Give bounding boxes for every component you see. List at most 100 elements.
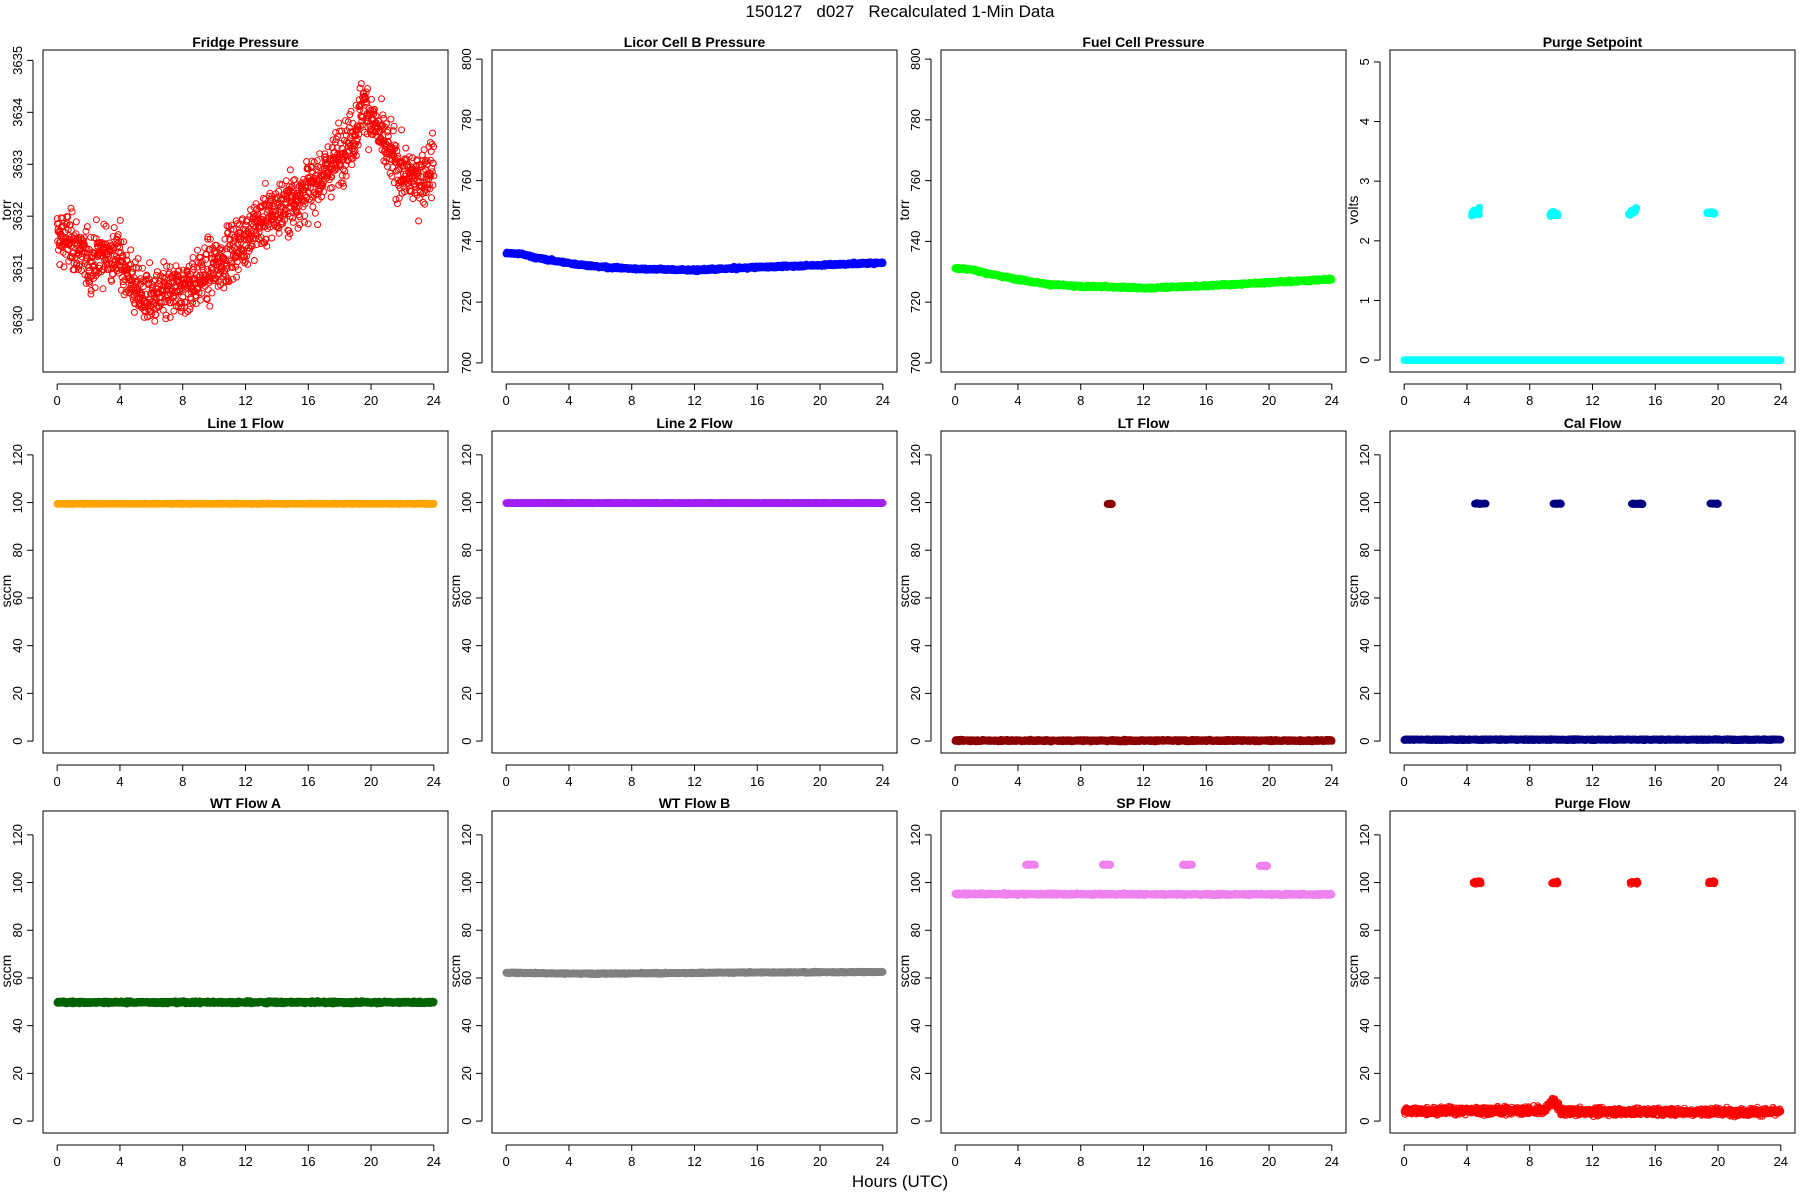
panel-0-series-0-point [354, 123, 362, 131]
panel-0-series-0-point [102, 222, 110, 230]
panel-1-x-tick-label-1: 4 [565, 393, 572, 408]
panel-0-series-0-point [177, 307, 185, 315]
panel-2-y-tick-label-3: 760 [908, 170, 923, 192]
panel-0-title: Fridge Pressure [192, 34, 299, 50]
panel-0-series-0-point [399, 162, 407, 170]
panel-0-series-0-point [95, 264, 103, 272]
page-title: 150127 d027 Recalculated 1-Min Data [745, 2, 1055, 21]
panel-0-series-0-point [368, 95, 375, 103]
panel-0-series-0-point [133, 279, 140, 286]
panel-2-x-tick-label-1: 4 [1014, 393, 1021, 408]
panel-0-series-0-point [129, 296, 137, 304]
panel-2-x-tick-label-4: 16 [1199, 393, 1213, 408]
panel-0-series-0-point [238, 247, 246, 255]
panel-0-series-0-point [265, 199, 273, 207]
panel-0-series-0-point [335, 119, 343, 127]
panel-2-y-tick-label-5: 800 [908, 48, 923, 70]
panel-0-series-0-point [192, 300, 200, 307]
panel-0-series-0-point [327, 193, 335, 201]
panel-0-series-0-point [429, 129, 436, 137]
panel-0-series-0-point [67, 204, 75, 212]
panel-0-series-0-point [415, 217, 423, 225]
panel-1-y-tick-label-4: 780 [459, 109, 474, 131]
panel-0-series-0-point [119, 252, 127, 260]
panel-0-series-0-point [345, 124, 353, 132]
panel-0-series-0-point [233, 273, 240, 281]
panel-0-series-0-point [152, 311, 160, 319]
panel-0-series-0-point [76, 260, 84, 268]
panel-0-series-0-point [221, 235, 229, 243]
panel-2-x-tick-label-3: 12 [1136, 393, 1150, 408]
panel-0-series-0-point [117, 238, 125, 246]
panel-0-series-0-point [304, 220, 312, 228]
panel-0-series-0-point [198, 257, 206, 265]
panel-0-series-0-point [218, 246, 226, 254]
panel-0-series-0-point [278, 181, 286, 189]
panel-0-series-0-point [135, 264, 143, 272]
panel-0-series-0-point [379, 111, 387, 119]
panel-2-series-0-point [1328, 276, 1336, 284]
panel-0-series-0-point [311, 209, 319, 217]
panel-0-series-0-point [100, 266, 108, 274]
panel-0-series-0-point [347, 107, 355, 115]
panel-0-series-0-point [425, 181, 433, 189]
panel-0-series-0-point [354, 141, 362, 149]
panel-0-series-0-point [153, 268, 161, 276]
panel-0-series-0-point [307, 196, 315, 204]
panel-0-series-0-point [336, 127, 344, 135]
panel-0-x-tick-label-2: 8 [179, 393, 186, 408]
panel-0-series-0-point [430, 143, 438, 151]
panel-0-series-0-point [143, 271, 151, 279]
panel-0-series-0-point [118, 257, 126, 265]
panel-0-series-0-point [320, 188, 328, 196]
panel-1-y-tick-label-3: 760 [459, 170, 474, 192]
panel-0-series-0-point [81, 249, 89, 257]
panel-0-series-0-point [275, 187, 283, 195]
panel-0-series-0-point [131, 300, 139, 308]
panel-3-y-tick-label-2: 2 [1357, 237, 1372, 244]
panel-0-series-0-point [261, 179, 269, 187]
panel-0-series-0-point [389, 148, 396, 156]
panel-0-series-0-point [100, 220, 108, 228]
panel-3-x-tick-label-1: 4 [1463, 393, 1470, 408]
panel-0-series-0-point [263, 242, 271, 250]
panel-0-series-0-point [319, 178, 327, 186]
panel-0-series-0-point [322, 156, 330, 164]
panel-0-series-0-point [340, 182, 347, 190]
panel-0-series-0-point [82, 227, 90, 235]
panel-0-x-tick-label-0: 0 [54, 393, 61, 408]
panel-2-x-tick-label-2: 8 [1077, 393, 1084, 408]
panel-3-frame [1389, 49, 1796, 373]
panel-0-series-0-point [244, 260, 252, 268]
panel-0-series-0-point [362, 88, 370, 96]
panel-0-y-tick-label-4: 3634 [10, 98, 25, 127]
panel-0-series-0-point [275, 229, 283, 237]
panel-0-series-0-point [405, 153, 413, 161]
panel-2-y-axis-label: torr [896, 199, 912, 220]
panel-0-series-0-point [314, 221, 322, 229]
panel-0-series-0-point [428, 168, 436, 176]
panel-3-y-axis-label: volts [1345, 196, 1361, 225]
panel-0-series-0-point [291, 176, 299, 184]
panel-0-series-0-point [390, 122, 398, 130]
panel-0-series-0-point [392, 195, 400, 203]
panel-0-series-0-point [348, 161, 356, 169]
panel-0-series-0-point [384, 132, 392, 140]
panel-0-series-0-point [328, 184, 336, 192]
panel-0-x-tick-label-4: 16 [301, 393, 315, 408]
panel-1-frame [491, 49, 898, 373]
panel-2-title: Fuel Cell Pressure [1082, 34, 1204, 50]
panel-0-series-0-point [351, 147, 359, 155]
panel-0-series-0-point [384, 163, 391, 170]
panel-0-x-tick-label-5: 20 [364, 393, 378, 408]
panel-0-series-0-point [429, 159, 437, 167]
panel-0-series-0-point [110, 224, 118, 232]
panel-0-series-0-point [230, 225, 238, 233]
panel-0-series-0-point [83, 223, 91, 231]
panel-0-series-0-point [68, 208, 76, 216]
panel-0-series-0-point [122, 251, 130, 259]
